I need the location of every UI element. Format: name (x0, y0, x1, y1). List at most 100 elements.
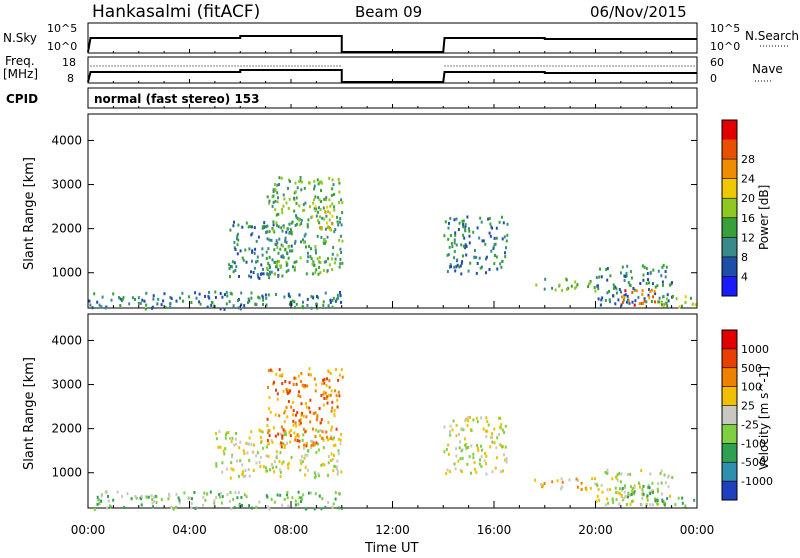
data-cell (213, 501, 216, 505)
data-cell (667, 474, 670, 478)
colorbar-segment (722, 481, 737, 501)
data-cell (331, 178, 334, 182)
data-cell (269, 266, 271, 269)
data-cell (237, 306, 240, 310)
data-cell (496, 436, 499, 440)
data-cell (461, 456, 464, 460)
data-cell (260, 263, 263, 267)
data-cell (266, 438, 269, 442)
data-cell (244, 469, 247, 472)
data-cell (339, 257, 342, 261)
data-cell (625, 271, 628, 275)
data-cell (305, 405, 308, 409)
data-cell (268, 270, 271, 274)
data-cell (273, 260, 276, 264)
data-cell (293, 241, 296, 245)
data-cell (638, 302, 641, 306)
data-cell (306, 223, 309, 227)
data-cell (298, 439, 301, 443)
data-cell (641, 490, 644, 493)
data-cell (329, 298, 332, 302)
data-cell (268, 276, 271, 280)
data-cell (318, 221, 321, 225)
data-cell (544, 277, 547, 281)
data-cell (274, 434, 277, 438)
data-cell (233, 261, 236, 265)
data-cell (499, 425, 501, 429)
data-cell (503, 431, 506, 434)
data-cell (286, 251, 288, 255)
data-cell (285, 387, 288, 391)
data-cell (306, 297, 309, 301)
data-cell (313, 179, 316, 183)
data-cell (286, 415, 289, 419)
data-cell (640, 302, 643, 305)
data-cell (222, 449, 225, 453)
data-cell (261, 247, 264, 251)
data-cell (455, 454, 458, 458)
data-cell (259, 436, 262, 439)
data-cell (183, 491, 186, 495)
data-cell (230, 292, 233, 296)
data-cell (248, 299, 251, 303)
data-cell (269, 410, 272, 414)
data-cell (691, 302, 694, 306)
data-cell (495, 456, 498, 460)
data-cell (190, 506, 193, 510)
data-cell (329, 301, 332, 304)
data-cell (690, 296, 692, 300)
data-cell (595, 276, 598, 280)
data-cell (232, 304, 235, 308)
data-cell (299, 395, 302, 399)
data-cell (241, 473, 244, 476)
data-cell (297, 394, 300, 398)
data-cell (450, 241, 453, 245)
data-cell (328, 385, 331, 389)
data-cell (330, 409, 333, 413)
data-cell (329, 211, 332, 215)
data-cell (229, 291, 232, 295)
data-cell (300, 180, 303, 184)
data-cell (229, 228, 232, 232)
data-cell (299, 468, 302, 472)
data-cell (317, 429, 320, 433)
data-cell (273, 272, 276, 276)
data-cell (618, 487, 621, 491)
data-cell (144, 495, 147, 499)
data-cell (493, 427, 496, 431)
data-cell (329, 204, 332, 208)
data-cell (535, 283, 538, 287)
data-cell (310, 257, 313, 261)
data-cell (276, 200, 279, 204)
colorbar-tick-label: 25 (741, 400, 755, 413)
data-cell (449, 424, 452, 428)
data-cell (624, 484, 627, 488)
data-cell (100, 305, 103, 309)
data-cell (294, 438, 297, 442)
data-cell (241, 504, 243, 507)
data-cell (307, 218, 310, 222)
data-cell (656, 499, 659, 502)
data-cell (232, 498, 235, 501)
data-cell (255, 454, 258, 458)
data-cell (246, 442, 249, 446)
data-cell (279, 470, 282, 474)
nsky-label: N.Sky (3, 31, 37, 45)
data-cell (267, 369, 270, 373)
data-cell (598, 275, 601, 279)
data-cell (118, 296, 120, 300)
data-cell (287, 186, 289, 190)
data-cell (305, 272, 308, 276)
data-cell (472, 418, 475, 422)
data-cell (325, 260, 328, 264)
data-cell (322, 403, 325, 407)
data-cell (328, 198, 331, 202)
data-cell (294, 435, 297, 439)
data-cell (641, 492, 644, 496)
data-cell (648, 288, 650, 292)
data-cell (654, 292, 657, 296)
data-cell (627, 281, 630, 284)
data-cell (304, 465, 307, 469)
data-cell (560, 477, 563, 481)
colorbar-segment (722, 256, 737, 277)
